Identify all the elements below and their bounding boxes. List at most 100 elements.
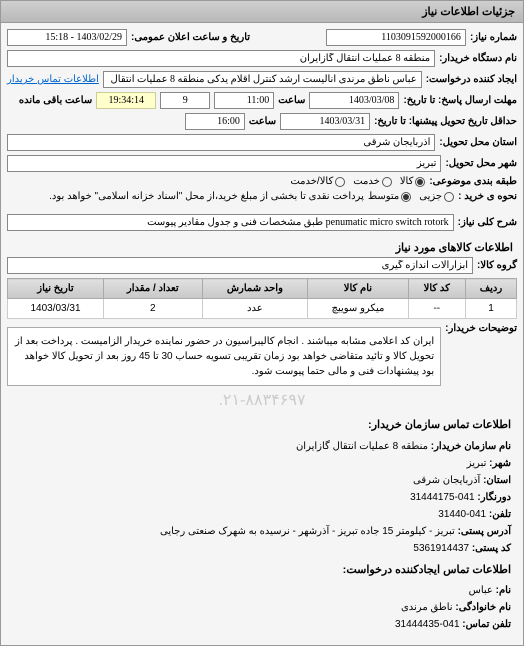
table-row[interactable]: 1 -- میکرو سوییچ عدد 2 1403/03/31 (8, 299, 517, 319)
c-city: تبریز (467, 458, 487, 469)
c-org: منطقه 8 عملیات انتقال گازایران (296, 441, 428, 452)
pub-date-input[interactable] (7, 29, 127, 46)
td-code: -- (408, 299, 465, 319)
time-label-1: ساعت (278, 95, 305, 106)
watermark: .۲۱-۸۸۳۴۶۹۷ (7, 390, 517, 410)
panel-body: شماره نیاز: تاریخ و ساعت اعلان عمومی: نا… (1, 23, 523, 645)
city-input[interactable] (7, 155, 441, 172)
category-radio-group: کالا خدمت کالا/خدمت (290, 176, 425, 187)
contact-city-row: شهر: تبریز (13, 455, 511, 472)
radio-service[interactable]: خدمت (353, 176, 392, 187)
group-input[interactable] (7, 257, 473, 274)
th-code: کد کالا (408, 279, 465, 299)
goods-table: ردیف کد کالا نام کالا واحد شمارش تعداد /… (7, 278, 517, 319)
row-purchase: نحوه ی خرید : جزیی متوسط پرداخت نقدی تا … (7, 191, 517, 202)
radio-empty-icon (335, 177, 345, 187)
countdown-input (96, 92, 156, 109)
org-input[interactable] (7, 50, 435, 67)
c-phone-label: تلفن: (489, 509, 511, 520)
pub-date-label: تاریخ و ساعت اعلان عمومی: (131, 32, 250, 43)
org-label: نام دستگاه خریدار: (439, 53, 517, 64)
province-input[interactable] (7, 134, 435, 151)
c-city-label: شهر: (489, 458, 511, 469)
contact-fax-row: دورنگار: 041-31444175 (13, 489, 511, 506)
th-date: تاریخ نیاز (8, 279, 104, 299)
c-address: تبریز - کیلومتر 15 جاده تبریز - آذرشهر -… (160, 526, 455, 537)
radio-both[interactable]: کالا/خدمت (290, 176, 345, 187)
purchase-label: نحوه ی خرید : (458, 191, 517, 202)
radio-minor[interactable]: جزیی (419, 191, 454, 202)
contact-name-row: نام: عباس (13, 582, 511, 599)
category-label: طبقه بندی موضوعی: (429, 176, 517, 187)
c-fax: 041-31444175 (410, 492, 475, 503)
deadline-time-input[interactable] (214, 92, 274, 109)
row-category: طبقه بندی موضوعی: کالا خدمت کالا/خدمت (7, 176, 517, 187)
province-label: استان محل تحویل: (439, 137, 517, 148)
c-name: عباس (469, 585, 493, 596)
td-name: میکرو سوییچ (308, 299, 408, 319)
td-unit: عدد (202, 299, 308, 319)
c-cphone-label: تلفن تماس: (462, 619, 511, 630)
deadline-date-input[interactable] (309, 92, 399, 109)
contact-cphone-row: تلفن تماس: 041-31444435 (13, 616, 511, 633)
desc-label: شرح کلی نیاز: (458, 217, 517, 228)
req-number-label: شماره نیاز: (470, 32, 517, 43)
c-postal-label: کد پستی: (472, 543, 511, 554)
c-fax-label: دورنگار: (477, 492, 511, 503)
c-address-label: آدرس پستی: (458, 526, 511, 537)
delivery-label: حداقل تاریخ تحویل پیشنها: تا تاریخ: (374, 116, 517, 127)
th-qty: تعداد / مقدار (103, 279, 202, 299)
table-header-row: ردیف کد کالا نام کالا واحد شمارش تعداد /… (8, 279, 517, 299)
c-postal: 5361914437 (413, 543, 469, 554)
c-province: آذربایجان شرقی (413, 475, 480, 486)
contact-province-row: استان: آذربایجان شرقی (13, 472, 511, 489)
radio-medium[interactable]: متوسط (368, 191, 411, 202)
notes-label: توضیحات خریدار: (445, 323, 517, 334)
details-panel: جزئیات اطلاعات نیاز شماره نیاز: تاریخ و … (0, 0, 524, 646)
contact-link[interactable]: اطلاعات تماس خریدار (7, 74, 99, 85)
th-row: ردیف (465, 279, 516, 299)
group-label: گروه کالا: (477, 260, 517, 271)
row-city: شهر محل تحویل: (7, 155, 517, 172)
radio-filled-icon (415, 177, 425, 187)
c-province-label: استان: (483, 475, 511, 486)
td-qty: 2 (103, 299, 202, 319)
radio-filled-icon (401, 192, 411, 202)
days-left-input[interactable] (160, 92, 210, 109)
radio-empty-icon (382, 177, 392, 187)
delivery-date-input[interactable] (280, 113, 370, 130)
creator-input[interactable] (103, 71, 422, 88)
row-notes: توضیحات خریدار: ایران کد اعلامی مشابه می… (7, 323, 517, 386)
td-date: 1403/03/31 (8, 299, 104, 319)
row-group: گروه کالا: (7, 257, 517, 274)
c-name-label: نام: (496, 585, 511, 596)
row-province: استان محل تحویل: (7, 134, 517, 151)
row-desc: شرح کلی نیاز: (7, 214, 517, 231)
contact-org-row: نام سازمان خریدار: منطقه 8 عملیات انتقال… (13, 438, 511, 455)
radio-empty-icon (444, 192, 454, 202)
c-org-label: نام سازمان خریدار: (431, 441, 511, 452)
c-phone: 041-31440 (438, 509, 486, 520)
radio-goods[interactable]: کالا (400, 176, 426, 187)
panel-title: جزئیات اطلاعات نیاز (1, 1, 523, 23)
desc-input[interactable] (7, 214, 454, 231)
row-org: نام دستگاه خریدار: (7, 50, 517, 67)
goods-header: اطلاعات کالاهای مورد نیاز (7, 235, 517, 257)
deadline-label: مهلت ارسال پاسخ: تا تاریخ: (403, 95, 517, 106)
row-delivery: حداقل تاریخ تحویل پیشنها: تا تاریخ: ساعت (7, 113, 517, 130)
c-family: ناطق مرندی (401, 602, 453, 613)
creator-label: ایجاد کننده درخواست: (426, 74, 517, 85)
delivery-time-input[interactable] (185, 113, 245, 130)
req-number-input[interactable] (326, 29, 466, 46)
creator-contact-header: اطلاعات تماس ایجادکننده درخواست: (13, 561, 511, 580)
contact-postal-row: کد پستی: 5361914437 (13, 540, 511, 557)
purchase-radio-group: جزیی متوسط (368, 191, 454, 202)
th-unit: واحد شمارش (202, 279, 308, 299)
c-family-label: نام خانوادگی: (455, 602, 511, 613)
contact-family-row: نام خانوادگی: ناطق مرندی (13, 599, 511, 616)
row-deadline: مهلت ارسال پاسخ: تا تاریخ: ساعت ساعت باق… (7, 92, 517, 109)
th-name: نام کالا (308, 279, 408, 299)
contact-phone-row: تلفن: 041-31440 (13, 506, 511, 523)
remaining-label: ساعت باقی مانده (19, 95, 92, 106)
city-label: شهر محل تحویل: (445, 158, 517, 169)
